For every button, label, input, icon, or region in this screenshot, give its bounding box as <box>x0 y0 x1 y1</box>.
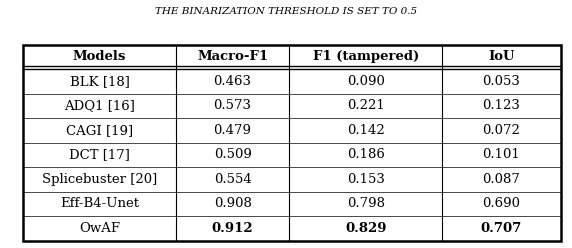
Text: 0.509: 0.509 <box>213 148 252 161</box>
Text: 0.463: 0.463 <box>213 75 252 88</box>
Text: Eff-B4-Unet: Eff-B4-Unet <box>60 197 139 210</box>
Text: 0.912: 0.912 <box>212 222 253 235</box>
Text: Macro-F1: Macro-F1 <box>197 50 268 63</box>
Text: 0.221: 0.221 <box>347 99 384 112</box>
Text: 0.707: 0.707 <box>481 222 522 235</box>
Text: 0.798: 0.798 <box>347 197 384 210</box>
Text: 0.479: 0.479 <box>213 124 252 137</box>
Text: 0.090: 0.090 <box>347 75 384 88</box>
Text: THE BINARIZATION THRESHOLD IS SET TO 0.5: THE BINARIZATION THRESHOLD IS SET TO 0.5 <box>155 7 417 16</box>
Text: ADQ1 [16]: ADQ1 [16] <box>64 99 135 112</box>
Text: 0.101: 0.101 <box>483 148 521 161</box>
Text: Splicebuster [20]: Splicebuster [20] <box>42 173 157 186</box>
Text: 0.573: 0.573 <box>213 99 252 112</box>
Text: IoU: IoU <box>488 50 515 63</box>
Text: 0.053: 0.053 <box>482 75 521 88</box>
Text: 0.123: 0.123 <box>482 99 521 112</box>
Text: 0.087: 0.087 <box>482 173 521 186</box>
Text: 0.153: 0.153 <box>347 173 384 186</box>
Text: 0.072: 0.072 <box>482 124 521 137</box>
Text: DCT [17]: DCT [17] <box>69 148 130 161</box>
Text: F1 (tampered): F1 (tampered) <box>312 50 419 63</box>
Text: 0.142: 0.142 <box>347 124 384 137</box>
Text: Models: Models <box>73 50 126 63</box>
Text: 0.186: 0.186 <box>347 148 384 161</box>
Text: 0.908: 0.908 <box>213 197 252 210</box>
Text: 0.690: 0.690 <box>482 197 521 210</box>
Text: CAGI [19]: CAGI [19] <box>66 124 133 137</box>
Text: OwAF: OwAF <box>79 222 120 235</box>
Text: 0.554: 0.554 <box>214 173 252 186</box>
Text: BLK [18]: BLK [18] <box>70 75 129 88</box>
Text: 0.829: 0.829 <box>345 222 387 235</box>
